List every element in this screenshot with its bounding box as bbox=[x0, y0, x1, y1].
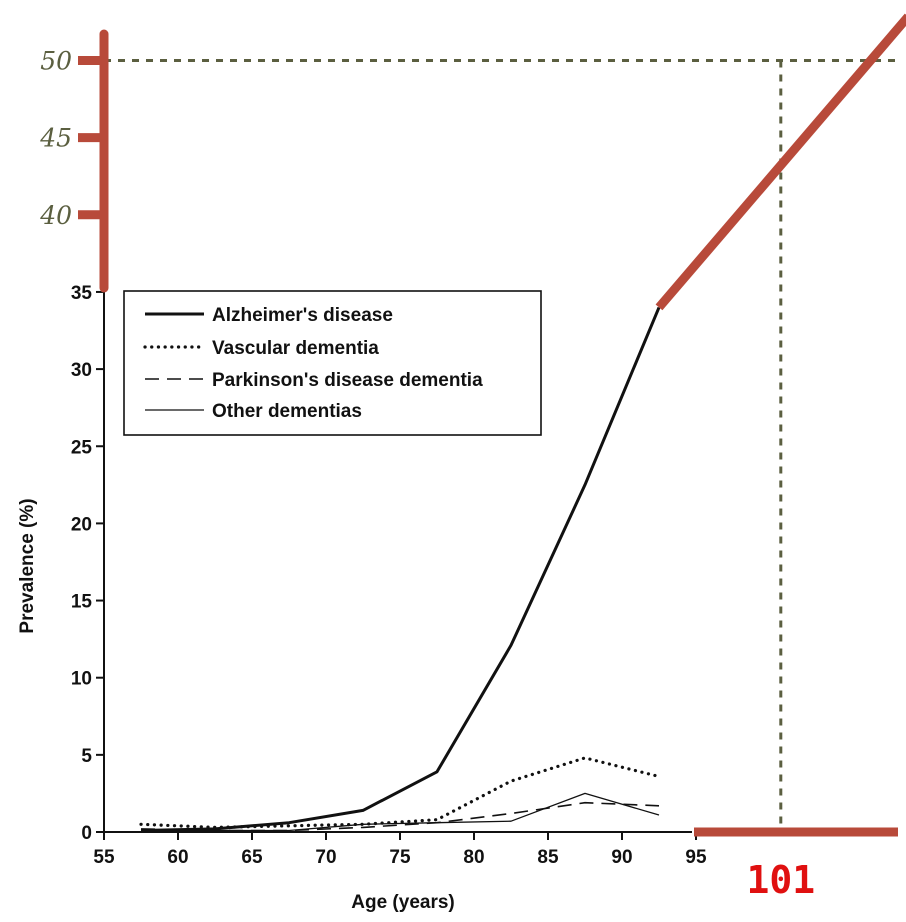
legend-label-parkinsons: Parkinson's disease dementia bbox=[212, 370, 483, 391]
x-tick-label: 80 bbox=[463, 847, 484, 868]
x-tick-label: 95 bbox=[685, 847, 707, 868]
extended-y-tick-label: 40 bbox=[39, 201, 72, 230]
y-tick-label: 25 bbox=[71, 437, 93, 458]
y-tick-label: 30 bbox=[71, 360, 92, 381]
legend-label-other: Other dementias bbox=[212, 401, 362, 422]
series-line-other bbox=[141, 792, 660, 832]
y-tick-label: 15 bbox=[71, 592, 93, 613]
extrapolation-line bbox=[655, 13, 906, 311]
x-tick-label: 55 bbox=[93, 847, 115, 868]
legend: Alzheimer's disease Vascular dementia Pa… bbox=[123, 290, 542, 436]
x-tick-group: 55 60 65 70 75 80 85 90 95 bbox=[93, 832, 707, 868]
y-tick-label: 0 bbox=[81, 823, 92, 844]
legend-label-alzheimers: Alzheimer's disease bbox=[212, 305, 393, 326]
legend-label-vascular: Vascular dementia bbox=[212, 338, 379, 359]
extended-y-tick-label: 45 bbox=[39, 124, 72, 153]
y-tick-label: 35 bbox=[71, 283, 93, 304]
x-tick-label: 85 bbox=[537, 847, 559, 868]
x-tick-label: 90 bbox=[611, 847, 632, 868]
x-tick-label: 65 bbox=[241, 847, 263, 868]
extended-y-tick-label: 50 bbox=[40, 47, 72, 76]
y-tick-label: 10 bbox=[71, 669, 92, 690]
reference-x-label: 101 bbox=[746, 858, 815, 902]
x-axis-title: Age (years) bbox=[351, 892, 455, 913]
x-tick-label: 60 bbox=[167, 847, 188, 868]
y-tick-group: 0 5 10 15 20 25 30 35 bbox=[71, 283, 104, 844]
x-tick-label: 75 bbox=[389, 847, 411, 868]
y-tick-label: 5 bbox=[81, 746, 92, 767]
y-axis-title: Prevalence (%) bbox=[17, 498, 38, 633]
series-group bbox=[139, 306, 661, 832]
x-tick-label: 70 bbox=[315, 847, 336, 868]
y-tick-label: 20 bbox=[71, 514, 92, 535]
series-line-vascular bbox=[139, 756, 661, 830]
